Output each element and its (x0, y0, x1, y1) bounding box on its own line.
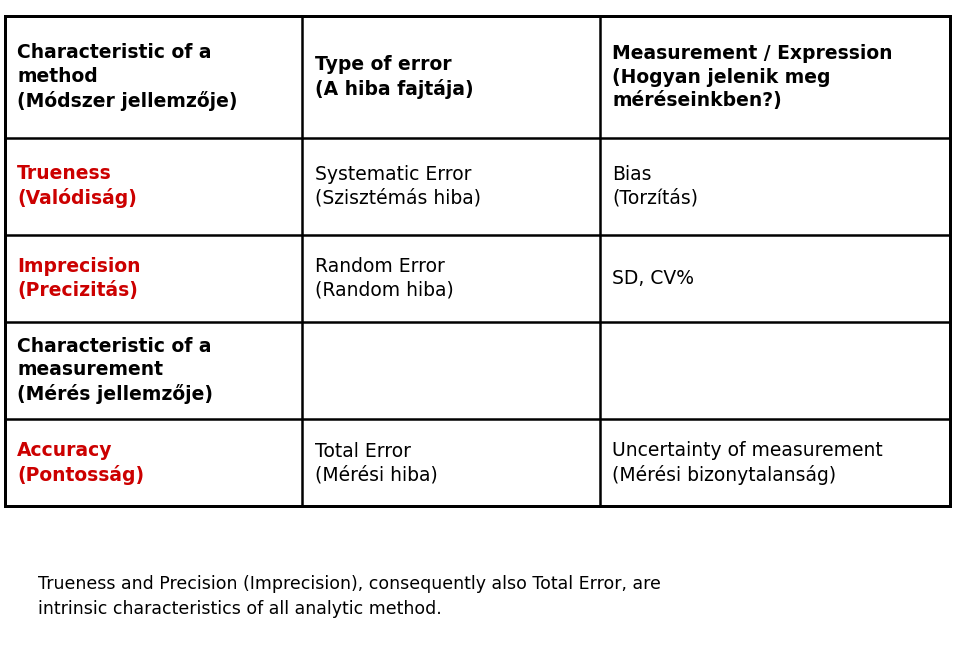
Text: Accuracy
(Pontosság): Accuracy (Pontosság) (17, 441, 144, 485)
Text: Type of error
(A hiba fajtája): Type of error (A hiba fajtája) (315, 55, 473, 99)
Text: Measurement / Expression
(Hogyan jelenik meg
méréseinkben?): Measurement / Expression (Hogyan jelenik… (612, 44, 893, 110)
Bar (5, 16, 950, 506)
Text: Trueness
(Valódiság): Trueness (Valódiság) (17, 165, 137, 208)
Text: Characteristic of a
method
(Módszer jellemzője): Characteristic of a method (Módszer jell… (17, 43, 238, 111)
Text: Imprecision
(Precizitás): Imprecision (Precizitás) (17, 257, 141, 300)
Text: Trueness and Precision (Imprecision), consequently also Total Error, are
intrins: Trueness and Precision (Imprecision), co… (38, 575, 661, 619)
Text: Random Error
(Random hiba): Random Error (Random hiba) (315, 257, 454, 300)
Text: Systematic Error
(Szisztémás hiba): Systematic Error (Szisztémás hiba) (315, 165, 481, 207)
Text: Uncertainty of measurement
(Mérési bizonytalanság): Uncertainty of measurement (Mérési bizon… (612, 441, 883, 485)
Text: Bias
(Torzítás): Bias (Torzítás) (612, 165, 699, 207)
Text: Total Error
(Mérési hiba): Total Error (Mérési hiba) (315, 441, 438, 484)
Text: SD, CV%: SD, CV% (612, 269, 694, 288)
Text: Characteristic of a
measurement
(Mérés jellemzője): Characteristic of a measurement (Mérés j… (17, 337, 213, 404)
